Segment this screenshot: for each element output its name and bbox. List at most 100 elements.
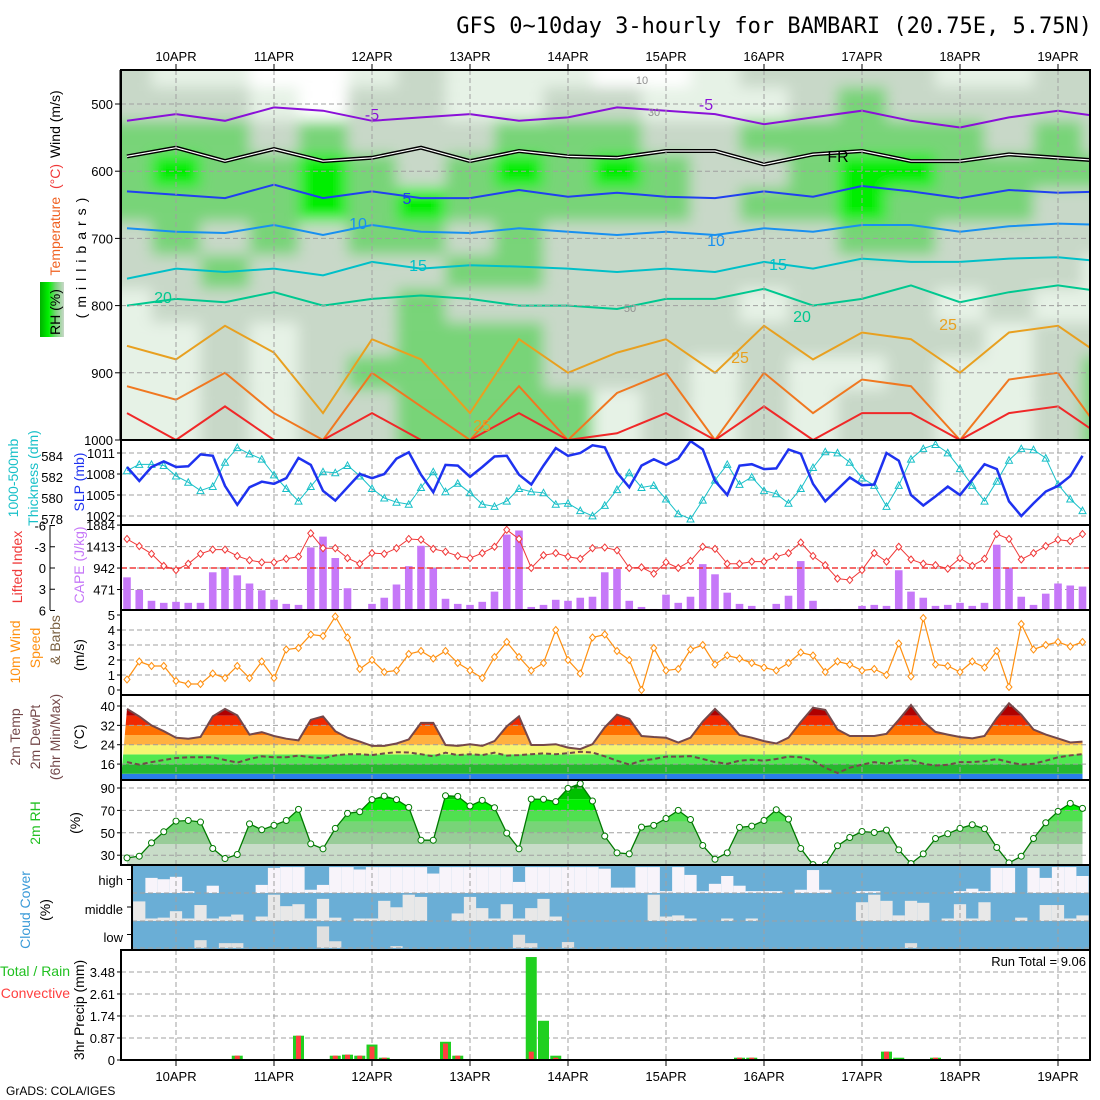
tick-label: 1884 xyxy=(86,518,115,533)
rh-cell xyxy=(1082,188,1090,222)
wind-speed-point xyxy=(539,658,548,668)
li-point xyxy=(686,556,695,566)
cape-bar xyxy=(686,596,695,610)
thickness-point xyxy=(514,483,524,493)
rh-point xyxy=(968,821,976,829)
thickness-point xyxy=(612,485,622,494)
li-point xyxy=(993,529,1001,539)
precip-convective-bar xyxy=(933,1057,938,1060)
tick-label: 500 xyxy=(91,97,113,112)
rh-point xyxy=(601,832,609,840)
li-point xyxy=(503,525,511,535)
cloud-clear-bar xyxy=(292,867,305,893)
cape-bar xyxy=(735,603,744,610)
upper-wind-label: Wind (m/s) xyxy=(47,90,63,158)
rh-point xyxy=(282,816,290,824)
thickness-point xyxy=(563,498,573,507)
li-point xyxy=(270,558,278,567)
isotherm-line xyxy=(126,256,1090,280)
cape-bar xyxy=(417,545,425,610)
cloud-clear-bar xyxy=(549,867,562,893)
cape-bar xyxy=(404,566,413,610)
cloud-clear-bar xyxy=(390,867,403,893)
upper-degc-label: (°C) xyxy=(47,164,63,189)
cloud-clear-bar xyxy=(316,884,330,893)
cloud-clear-bar xyxy=(684,918,697,921)
slp-thickness-panel: 1011 1008 1005 1002 584 582 580 578 xyxy=(41,439,1091,527)
precip-convective-bar xyxy=(332,1055,338,1060)
rh-cell xyxy=(1082,322,1090,356)
li-point xyxy=(147,549,156,559)
li-tick-label: -6 xyxy=(34,519,46,534)
li-point xyxy=(1005,534,1013,544)
thickness-point xyxy=(588,511,597,520)
cloud-clear-bar xyxy=(427,873,440,893)
cloud-clear-bar xyxy=(292,904,305,921)
cape-bar xyxy=(662,594,670,610)
day-label-bottom: 19APR xyxy=(1037,1069,1078,1084)
panel-frame xyxy=(120,609,1091,696)
thickness-point xyxy=(649,480,659,489)
wind-speed-point xyxy=(356,664,364,674)
tick-label: 1.74 xyxy=(90,1009,115,1024)
rh-cell xyxy=(886,288,936,323)
rh-point xyxy=(417,836,425,844)
cape-bar xyxy=(956,602,964,610)
tick-label: 1413 xyxy=(86,540,115,555)
rh-cell xyxy=(494,120,544,155)
tick-label: 16 xyxy=(101,757,115,772)
day-label-bottom: 18APR xyxy=(939,1069,980,1084)
thickness-point xyxy=(600,500,610,509)
li-point xyxy=(135,541,143,551)
li-point xyxy=(662,558,670,567)
wind-speed-point xyxy=(797,648,805,657)
cloud-clear-bar xyxy=(182,891,195,893)
thickness-point xyxy=(943,448,953,457)
cloud-clear-bar xyxy=(868,891,881,893)
day-label-top: 11APR xyxy=(254,49,294,64)
cape-bar xyxy=(466,604,474,610)
day-label-bottom: 15APR xyxy=(645,1069,686,1084)
cloud-clear-bar xyxy=(439,867,452,893)
rh-point xyxy=(160,828,168,836)
tick-label: 1011 xyxy=(87,446,115,461)
li-point xyxy=(564,552,572,561)
cape-bar xyxy=(343,588,352,610)
li-point xyxy=(772,552,780,561)
rh-point xyxy=(1030,835,1037,843)
thickness-point xyxy=(428,467,438,476)
rh-point xyxy=(1017,852,1025,860)
wind-speed-point xyxy=(870,664,878,674)
rh-cell xyxy=(1082,120,1090,155)
cloud-clear-bar xyxy=(512,881,526,893)
wind-speed-point xyxy=(711,660,719,669)
panel-frame xyxy=(120,949,1091,1061)
rh-cell xyxy=(592,322,642,356)
cloud-clear-bar xyxy=(402,867,415,893)
isotherm-label: FR xyxy=(827,149,848,166)
cloud-clear-bar xyxy=(892,915,905,921)
rh-point xyxy=(895,846,903,854)
thickness-point xyxy=(735,479,744,488)
cape-bar xyxy=(380,597,389,610)
cloud-clear-bar xyxy=(512,918,526,921)
rh-cell xyxy=(494,87,544,121)
li-point xyxy=(539,550,548,560)
cloud-clear-bar xyxy=(194,940,207,948)
cape-bar xyxy=(747,605,756,610)
temperature-line xyxy=(126,701,1083,751)
isotherm-label: 10 xyxy=(349,216,367,233)
rh-point xyxy=(540,795,547,803)
rh-cell xyxy=(1082,389,1090,440)
rh-point xyxy=(944,830,952,838)
tick-label: 600 xyxy=(91,164,113,179)
cloud-clear-bar xyxy=(231,914,244,921)
rh-point xyxy=(307,840,315,848)
rh-point xyxy=(295,805,302,813)
tick-label: 800 xyxy=(91,299,113,314)
isotherm-line xyxy=(126,371,1090,440)
tick-label: 0 xyxy=(108,1053,115,1068)
wind-speed-point xyxy=(980,663,989,672)
cape-bar xyxy=(478,601,487,610)
li-point xyxy=(392,543,401,553)
